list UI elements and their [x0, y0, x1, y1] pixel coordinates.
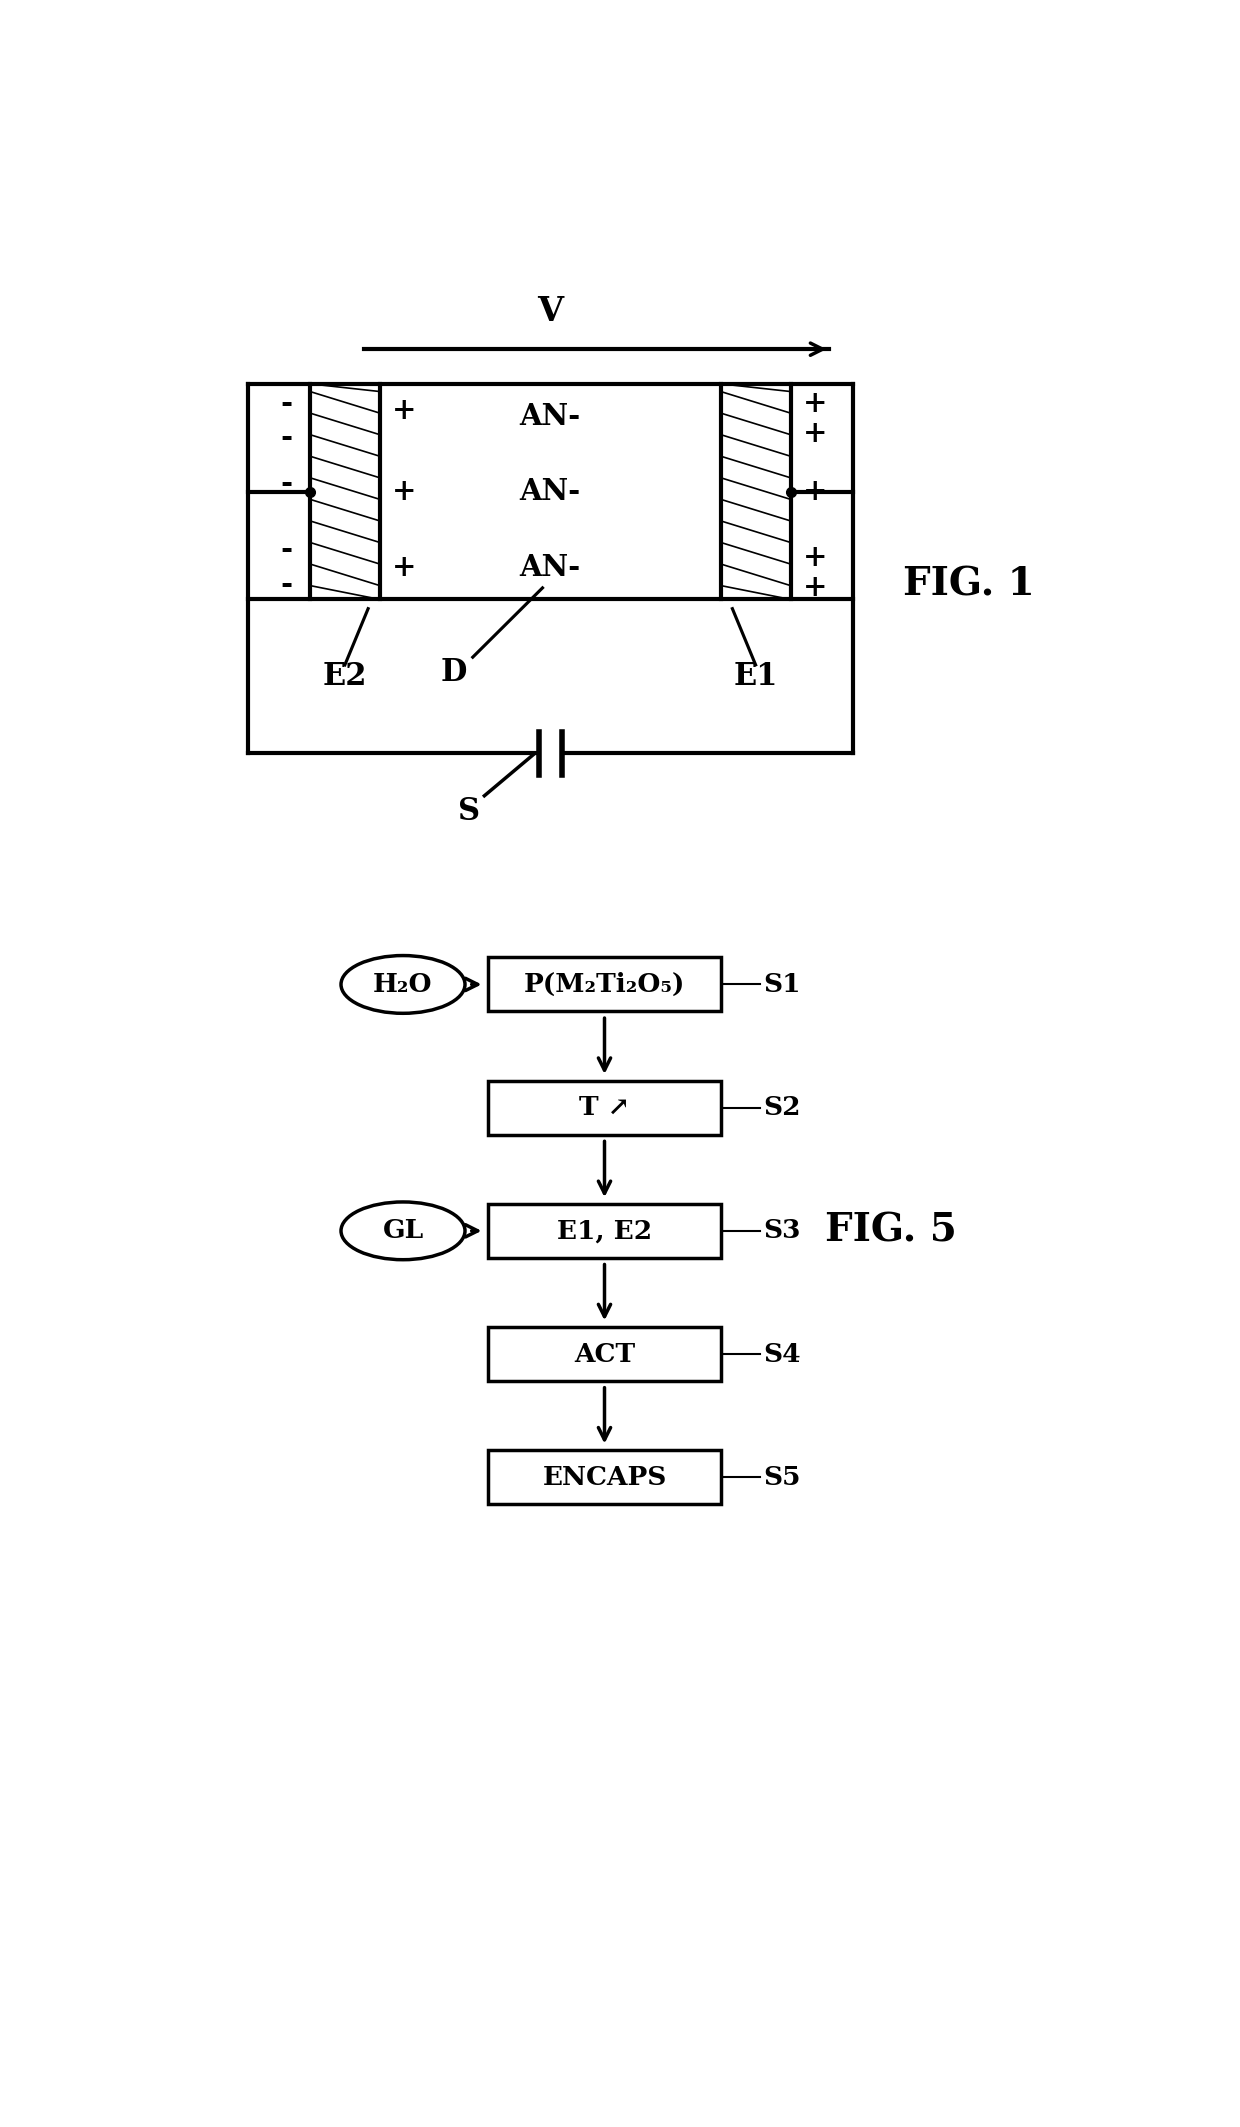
- Text: D: D: [440, 657, 466, 687]
- Text: V: V: [537, 296, 563, 328]
- Text: -: -: [280, 470, 293, 498]
- Ellipse shape: [341, 1202, 465, 1259]
- Text: S2: S2: [764, 1095, 801, 1121]
- Text: S1: S1: [764, 972, 801, 998]
- Bar: [310, 383, 379, 600]
- Text: +: +: [804, 542, 827, 572]
- Text: FIG. 5: FIG. 5: [826, 1212, 957, 1251]
- Bar: [489, 1081, 720, 1134]
- Text: -: -: [280, 570, 293, 598]
- Text: E1, E2: E1, E2: [557, 1219, 652, 1244]
- Text: +: +: [804, 389, 827, 417]
- Text: +: +: [392, 553, 417, 581]
- Text: -: -: [280, 389, 293, 417]
- Text: -: -: [280, 423, 293, 453]
- Text: +: +: [804, 574, 827, 602]
- Text: ENCAPS: ENCAPS: [542, 1466, 667, 1489]
- Text: E1: E1: [733, 661, 777, 691]
- Bar: [489, 1451, 720, 1504]
- Text: -: -: [280, 534, 293, 564]
- Text: T ↗: T ↗: [579, 1095, 630, 1121]
- Text: ACT: ACT: [574, 1342, 635, 1366]
- Text: E2: E2: [322, 661, 367, 691]
- Bar: [489, 1327, 720, 1380]
- Text: S: S: [458, 795, 480, 827]
- Text: S3: S3: [764, 1219, 801, 1244]
- Text: GL: GL: [382, 1219, 424, 1244]
- Text: P(M₂Ti₂O₅): P(M₂Ti₂O₅): [523, 972, 686, 998]
- Text: +: +: [804, 476, 827, 506]
- Text: +: +: [804, 419, 827, 449]
- Bar: [720, 383, 791, 600]
- Text: FIG. 1: FIG. 1: [903, 566, 1034, 604]
- Text: AN-: AN-: [520, 553, 580, 581]
- Text: H₂O: H₂O: [373, 972, 433, 998]
- Text: S4: S4: [764, 1342, 801, 1366]
- Text: +: +: [392, 396, 417, 425]
- Bar: [489, 957, 720, 1010]
- Text: AN-: AN-: [520, 476, 580, 506]
- Text: AN-: AN-: [520, 402, 580, 430]
- Bar: [489, 1204, 720, 1257]
- Text: +: +: [392, 476, 417, 506]
- Text: S5: S5: [764, 1466, 801, 1489]
- Ellipse shape: [341, 955, 465, 1012]
